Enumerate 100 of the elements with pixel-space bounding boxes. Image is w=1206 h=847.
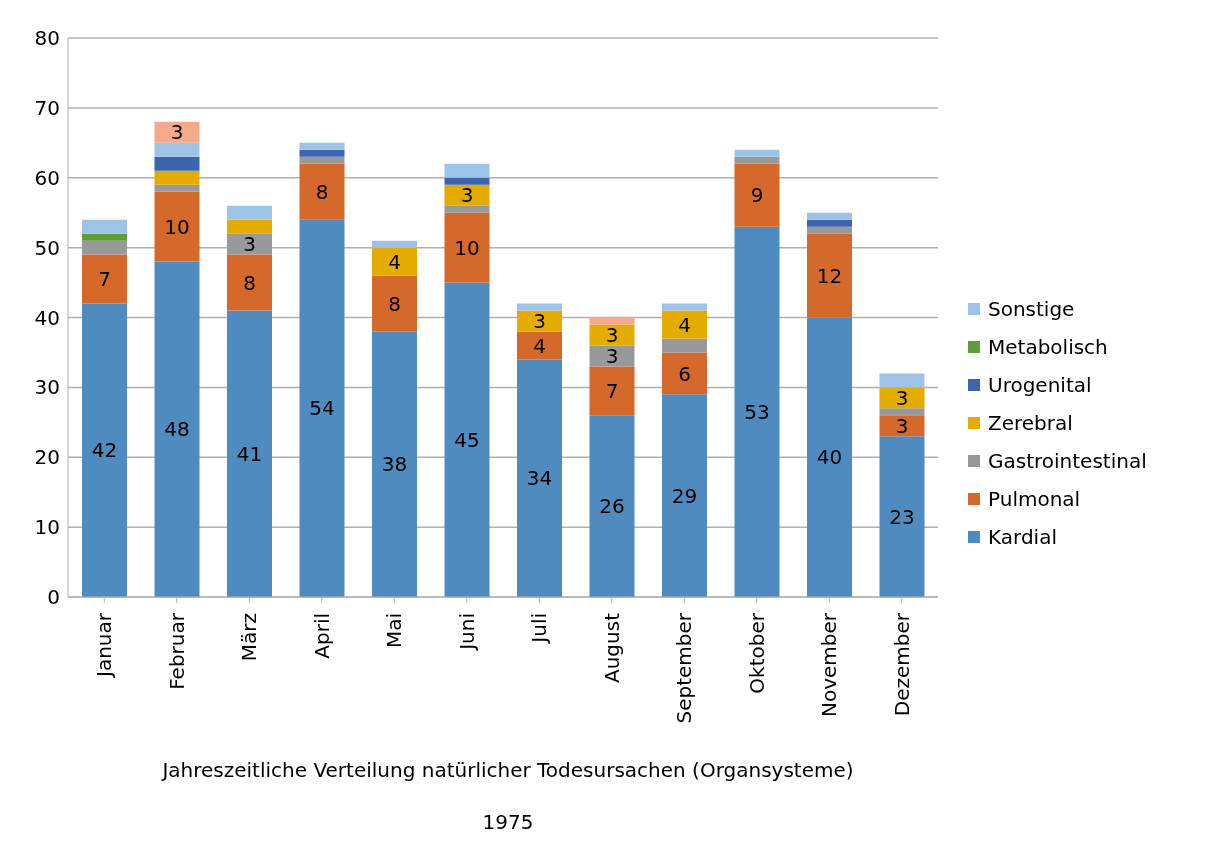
x-tick-label: November — [817, 612, 842, 718]
y-tick-label: 0 — [47, 585, 60, 610]
legend-label: Kardial — [988, 525, 1057, 549]
bar — [589, 366, 635, 416]
data-label: 41 — [236, 441, 263, 466]
bar — [662, 394, 707, 597]
bar — [879, 408, 925, 416]
bar — [227, 233, 272, 255]
data-label: 54 — [309, 396, 335, 421]
bar — [299, 156, 345, 164]
data-label: 9 — [750, 183, 764, 208]
y-tick-label: 20 — [34, 445, 60, 470]
bar — [807, 317, 852, 597]
bar — [589, 324, 635, 346]
x-tick-label: Januar — [92, 612, 117, 679]
bar — [299, 149, 345, 157]
bar — [807, 219, 852, 227]
legend-label: Zerebral — [988, 411, 1073, 435]
bar — [662, 310, 707, 339]
y-tick-label: 60 — [34, 165, 60, 190]
data-label: 38 — [381, 452, 408, 477]
x-tick-label: Juni — [454, 613, 479, 652]
bar — [589, 345, 635, 367]
bar — [372, 247, 417, 276]
data-label: 23 — [889, 504, 915, 529]
x-tick-label: Dezember — [889, 612, 914, 717]
bar — [82, 219, 127, 234]
data-label: 3 — [533, 309, 546, 334]
x-tick-label: März — [237, 613, 262, 662]
data-label: 40 — [816, 445, 843, 470]
bar — [879, 436, 925, 597]
bar — [227, 219, 272, 234]
y-tick-label: 30 — [34, 375, 60, 400]
data-label: 7 — [605, 378, 619, 403]
data-label: 10 — [164, 214, 190, 239]
bar — [299, 219, 345, 597]
bar — [444, 177, 490, 185]
data-label: 8 — [243, 270, 256, 295]
data-label: 3 — [895, 413, 909, 438]
bar — [444, 184, 490, 206]
bar — [444, 212, 490, 283]
bar — [734, 226, 780, 597]
bar — [154, 184, 200, 192]
data-label: 3 — [243, 232, 256, 257]
bar — [879, 387, 925, 409]
bar — [227, 310, 272, 597]
legend-label: Gastrointestinal — [988, 449, 1147, 473]
bar — [662, 352, 707, 395]
bar — [444, 282, 490, 597]
bar — [444, 163, 490, 178]
bar — [444, 205, 490, 213]
data-label: 4 — [533, 333, 546, 358]
bar — [662, 338, 707, 353]
bar — [589, 415, 635, 597]
bar — [82, 254, 127, 304]
bar — [734, 156, 780, 164]
data-label: 3 — [895, 385, 909, 410]
x-tick-label: Juli — [527, 613, 552, 645]
y-tick-label: 70 — [34, 95, 60, 120]
data-label: 26 — [599, 494, 625, 519]
data-label: 34 — [526, 466, 553, 491]
bar — [82, 303, 127, 597]
bar — [154, 156, 200, 171]
bar — [807, 212, 852, 220]
bar — [734, 163, 780, 227]
bar — [879, 373, 925, 388]
legend-label: Urogenital — [988, 373, 1092, 397]
y-tick-label: 50 — [34, 235, 60, 260]
x-tick-label: Oktober — [744, 612, 769, 694]
x-tick-label: September — [672, 612, 697, 724]
data-label: 8 — [315, 179, 329, 204]
data-label: 4 — [388, 249, 401, 274]
x-tick-label: April — [309, 613, 334, 659]
bar — [517, 331, 562, 360]
bar — [517, 303, 562, 311]
bar — [299, 142, 345, 150]
legend-label: Pulmonal — [988, 487, 1081, 511]
text: 1975 — [481, 810, 535, 834]
bar — [299, 163, 345, 220]
bar — [372, 331, 417, 597]
data-label: 29 — [671, 483, 698, 508]
data-label: 8 — [388, 291, 401, 316]
data-label: 3 — [460, 183, 474, 208]
bar — [154, 261, 200, 597]
bar — [82, 233, 127, 241]
bar — [154, 191, 200, 262]
bar — [227, 205, 272, 220]
data-label: 4 — [678, 312, 691, 337]
data-label: 48 — [164, 417, 190, 442]
legend-label: Metabolisch — [988, 335, 1108, 359]
x-tick-label: Februar — [164, 612, 189, 690]
data-label: 10 — [454, 235, 480, 260]
data-label: 6 — [678, 361, 691, 386]
bar — [227, 254, 272, 311]
x-tick-label: Mai — [382, 613, 407, 649]
data-label: 3 — [170, 120, 184, 145]
data-label: 45 — [454, 427, 480, 452]
y-tick-label: 10 — [34, 515, 60, 540]
bar — [734, 149, 780, 157]
data-label: 53 — [744, 399, 770, 424]
